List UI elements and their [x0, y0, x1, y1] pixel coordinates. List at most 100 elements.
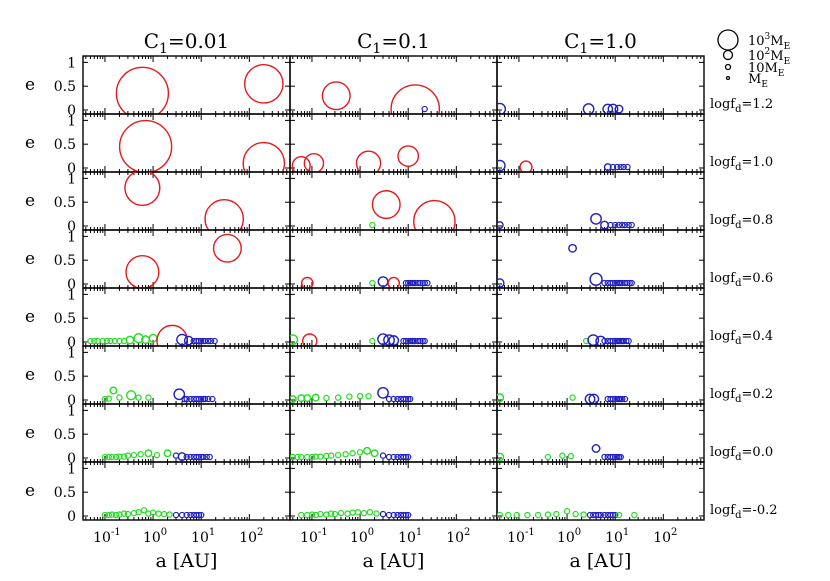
legend-marker [717, 29, 739, 51]
planet-point [303, 152, 325, 172]
planet-points [101, 449, 213, 462]
planet-point [421, 279, 428, 287]
planet-points [497, 243, 635, 288]
planet-point [524, 511, 531, 519]
planet-points [87, 324, 218, 346]
y-axis-label: e [25, 481, 35, 501]
planet-point [243, 63, 284, 104]
planet-point [402, 511, 410, 519]
legend-label: 102ME [748, 47, 790, 67]
y-tick-label: 1 [67, 403, 76, 419]
planet-point [195, 453, 203, 461]
row-label: logfd=0.4 [710, 329, 773, 347]
panel-frame [82, 461, 291, 521]
planet-point [144, 449, 153, 458]
planet-point [631, 511, 638, 519]
x-tick-label: 10-1 [300, 527, 328, 546]
planet-point [317, 510, 324, 518]
planet-point [291, 156, 311, 172]
planet-point [94, 337, 101, 345]
planet-point [290, 395, 297, 404]
planet-point [321, 81, 351, 111]
planet-point [611, 221, 619, 229]
y-tick-label: 0.5 [54, 427, 76, 443]
planet-point [205, 395, 212, 403]
planet-point [145, 394, 152, 401]
y-tick-label: 0.5 [54, 369, 76, 385]
planet-point [153, 451, 161, 459]
panel-c2-r7 [496, 461, 705, 521]
panel-c2-r4 [496, 287, 705, 347]
x-tick-label: 100 [350, 527, 374, 546]
planet-point [173, 388, 186, 401]
y-tick-label: 1 [67, 55, 76, 71]
planet-point [406, 395, 414, 403]
planet-point [628, 279, 635, 287]
planet-point [586, 511, 594, 519]
panel-c1-r0 [289, 55, 498, 115]
y-axis-label: e [25, 307, 35, 327]
panel-frame [82, 229, 291, 289]
planet-point [419, 337, 426, 345]
planet-point [107, 337, 114, 345]
planet-point [206, 453, 213, 461]
planet-point [197, 511, 205, 519]
y-axis-label: e [25, 249, 35, 269]
planet-point [497, 393, 505, 403]
y-tick-label: 0 [67, 161, 76, 177]
planet-point [369, 279, 376, 287]
planet-point [589, 272, 603, 286]
planet-point [601, 337, 608, 345]
panel-frame [289, 345, 498, 405]
y-axis-label: e [25, 423, 35, 443]
planet-point [626, 279, 633, 287]
y-tick-label: 1 [67, 113, 76, 129]
planet-points [321, 81, 441, 114]
y-tick-label: 1 [67, 461, 76, 477]
planet-point [160, 510, 168, 518]
x-axis-label: a [AU] [363, 550, 425, 572]
planet-point [115, 66, 170, 114]
panel-c0-r3 [82, 229, 291, 289]
planet-point [624, 163, 631, 171]
planet-point [582, 103, 595, 114]
y-tick-label: 0 [67, 509, 76, 525]
legend-marker [725, 75, 731, 81]
y-axis-label: e [25, 191, 35, 211]
panel-frame [496, 345, 705, 405]
planet-point [614, 104, 624, 114]
planet-point [497, 221, 504, 230]
y-axis-label: e [25, 75, 35, 95]
planet-point [140, 507, 148, 514]
planet-point [609, 279, 617, 287]
panel-c2-r5 [496, 345, 705, 405]
planet-point [417, 279, 424, 287]
planet-point [603, 163, 612, 172]
planet-point [135, 508, 142, 516]
planet-points [369, 190, 456, 230]
planet-point [195, 337, 203, 345]
planet-points [497, 444, 624, 462]
planet-point [621, 221, 629, 229]
planet-point [544, 511, 552, 518]
y-tick-label: 0.5 [54, 253, 76, 269]
planet-point [298, 511, 305, 519]
planet-point [346, 393, 353, 400]
planet-point [242, 141, 286, 172]
planet-point [133, 333, 144, 344]
planet-point [394, 453, 401, 461]
panel-frame [289, 403, 498, 463]
planet-point [365, 392, 372, 400]
planet-point [625, 337, 632, 345]
planet-point [580, 511, 587, 518]
planet-point [125, 255, 160, 288]
planet-point [519, 160, 533, 172]
planet-points [101, 507, 205, 519]
planet-point [124, 452, 132, 459]
panel-frame [82, 345, 291, 405]
planet-point [390, 511, 397, 519]
planet-point [105, 453, 112, 461]
planet-points [290, 386, 414, 404]
